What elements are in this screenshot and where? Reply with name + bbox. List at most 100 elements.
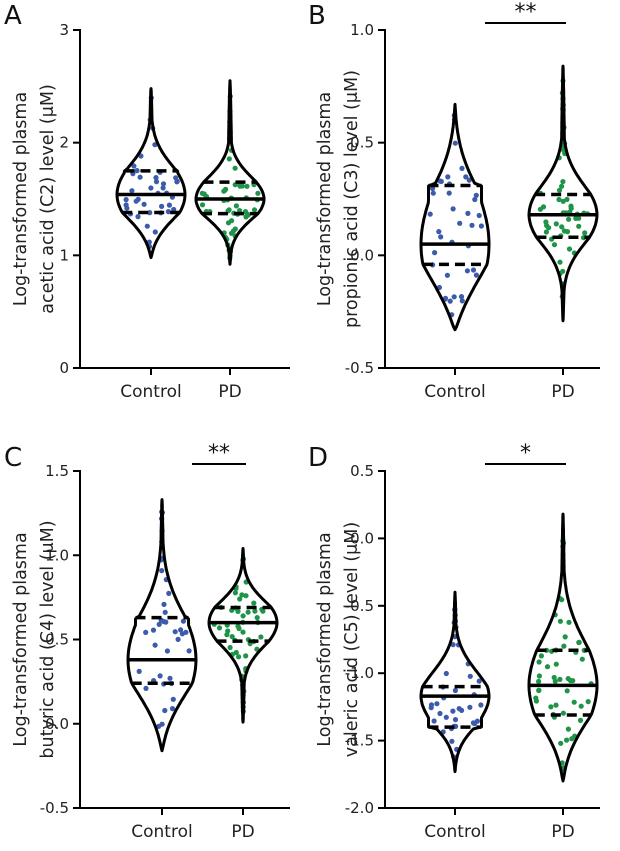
data-point	[576, 223, 582, 229]
y-tick-label: 1	[59, 246, 69, 264]
data-point	[141, 201, 147, 207]
data-point	[258, 634, 264, 640]
data-point	[459, 298, 465, 304]
data-point	[443, 670, 449, 677]
data-point	[235, 623, 241, 629]
data-point	[166, 590, 172, 597]
data-point	[124, 205, 130, 211]
data-point	[144, 223, 150, 229]
data-point	[467, 673, 473, 679]
data-point	[170, 696, 176, 702]
data-point	[147, 210, 153, 216]
data-point	[137, 174, 143, 180]
x-tick-label: Control	[120, 382, 181, 402]
data-point	[452, 717, 459, 723]
y-axis-label-line: Log-transformed plasma	[315, 92, 335, 306]
data-point	[560, 179, 566, 185]
data-point	[579, 656, 585, 662]
data-point	[227, 644, 233, 651]
data-point	[552, 678, 558, 684]
data-point	[186, 648, 192, 654]
data-point	[585, 699, 591, 705]
data-point	[251, 207, 258, 213]
data-point	[553, 702, 559, 708]
data-point	[427, 211, 433, 217]
data-point	[251, 600, 257, 606]
y-axis-label-line: Log-transformed plasma	[11, 92, 31, 306]
data-point	[452, 140, 458, 146]
data-point	[544, 664, 551, 670]
data-point	[254, 615, 260, 621]
data-point	[152, 229, 158, 235]
data-point	[576, 639, 582, 646]
y-tick-label: 0.0	[350, 246, 374, 264]
data-point	[136, 668, 142, 675]
data-point	[157, 673, 163, 679]
data-point	[464, 268, 470, 274]
data-point	[471, 721, 478, 727]
data-point	[443, 714, 449, 720]
data-point	[199, 190, 205, 196]
y-axis-label-line: Log-transformed plasma	[11, 532, 31, 746]
data-point	[438, 234, 444, 240]
y-tick-label: -1.5	[345, 732, 374, 750]
y-tick-label: -0.5	[345, 359, 374, 377]
data-point	[239, 592, 245, 598]
panel-d: D Log-transformed plasma valeric acid (C5)…	[308, 441, 600, 842]
y-tick-label: -1.0	[345, 664, 374, 682]
data-point	[447, 298, 453, 304]
significance-label: *	[520, 441, 531, 466]
data-point	[225, 628, 231, 634]
data-point	[159, 721, 165, 727]
violin-control	[419, 102, 491, 332]
data-point	[536, 659, 542, 665]
violin-outline	[126, 498, 198, 753]
data-point	[245, 609, 251, 615]
data-point	[134, 168, 140, 174]
data-point	[159, 568, 165, 574]
violin-control	[419, 590, 491, 774]
y-axis-label: Log-transformed plasma valeric acid (C5) …	[315, 522, 362, 757]
x-tick-label: Control	[131, 822, 192, 842]
data-point	[237, 183, 243, 189]
data-point	[568, 203, 574, 209]
data-point	[255, 190, 261, 196]
y-tick-label: 1.0	[350, 21, 374, 39]
data-point	[148, 185, 154, 191]
data-point	[135, 214, 141, 220]
data-point	[561, 228, 568, 234]
data-point	[478, 223, 484, 229]
y-tick-label: 0	[59, 359, 69, 377]
y-tick-label: 3	[59, 21, 69, 39]
violin-outline	[419, 590, 491, 774]
data-point	[167, 675, 173, 681]
data-point	[143, 685, 149, 692]
panel-letter: B	[308, 1, 326, 31]
panel-letter: C	[4, 443, 22, 473]
y-tick-label: 2	[59, 134, 69, 152]
data-point	[450, 708, 456, 714]
data-point	[432, 250, 438, 256]
violin-outline	[527, 64, 599, 323]
y-tick-label: 0.5	[45, 631, 69, 649]
data-point	[456, 706, 462, 712]
y-tick-label: 0.5	[350, 134, 374, 152]
data-point	[558, 740, 564, 746]
data-point	[543, 229, 550, 235]
data-point	[557, 618, 564, 624]
data-point	[536, 673, 543, 679]
data-point	[165, 209, 171, 215]
data-point	[156, 621, 162, 628]
data-point	[469, 222, 475, 228]
data-point	[252, 608, 258, 614]
y-axis-label: Log-transformed plasma acetic acid (C2) l…	[11, 84, 58, 314]
data-point	[560, 710, 567, 716]
data-point	[240, 629, 246, 635]
data-point	[450, 206, 456, 212]
data-point	[446, 190, 452, 196]
significance-label: **	[208, 441, 230, 466]
data-point	[457, 220, 463, 226]
violin-outline	[194, 79, 266, 266]
data-point	[243, 593, 249, 599]
